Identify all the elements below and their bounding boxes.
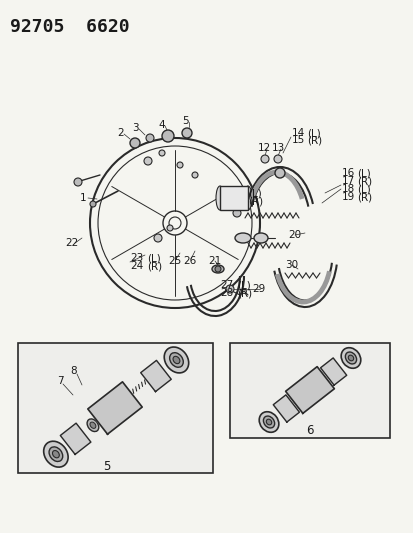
Bar xyxy=(219,186,247,210)
Text: (R): (R) xyxy=(356,192,371,202)
Text: 1: 1 xyxy=(80,193,86,203)
Text: (L): (L) xyxy=(247,188,261,198)
Ellipse shape xyxy=(90,422,96,429)
Polygon shape xyxy=(320,358,346,385)
Text: (L): (L) xyxy=(356,184,370,194)
Text: 29: 29 xyxy=(252,284,265,294)
Circle shape xyxy=(154,234,161,242)
Circle shape xyxy=(74,178,82,186)
Circle shape xyxy=(274,168,284,178)
Text: (L): (L) xyxy=(236,280,250,290)
Ellipse shape xyxy=(235,233,250,243)
Circle shape xyxy=(177,162,183,168)
Ellipse shape xyxy=(43,441,68,467)
Ellipse shape xyxy=(211,265,223,273)
Circle shape xyxy=(192,172,197,178)
Ellipse shape xyxy=(97,411,109,424)
Polygon shape xyxy=(140,360,171,392)
Circle shape xyxy=(166,225,173,231)
Polygon shape xyxy=(60,423,90,455)
Text: 16: 16 xyxy=(341,168,354,178)
Text: 5: 5 xyxy=(103,459,110,472)
Circle shape xyxy=(260,155,268,163)
Text: (R): (R) xyxy=(236,288,252,298)
Text: 23: 23 xyxy=(130,253,143,263)
Text: 22: 22 xyxy=(65,238,78,248)
Text: (R): (R) xyxy=(247,196,263,206)
Text: 24: 24 xyxy=(130,261,143,271)
Circle shape xyxy=(159,150,165,156)
Text: 12: 12 xyxy=(257,143,271,153)
Text: 15: 15 xyxy=(291,135,304,145)
Text: (L): (L) xyxy=(356,168,370,178)
Circle shape xyxy=(225,285,233,293)
Ellipse shape xyxy=(87,419,99,432)
Text: 26: 26 xyxy=(183,256,196,266)
Ellipse shape xyxy=(243,186,252,210)
Text: (R): (R) xyxy=(147,261,162,271)
Ellipse shape xyxy=(263,416,274,428)
Ellipse shape xyxy=(254,233,267,243)
Text: (L): (L) xyxy=(306,128,320,138)
Text: 3: 3 xyxy=(132,123,138,133)
Text: 30: 30 xyxy=(284,260,297,270)
Circle shape xyxy=(182,128,192,138)
Ellipse shape xyxy=(259,411,278,432)
Ellipse shape xyxy=(216,186,223,210)
Ellipse shape xyxy=(344,352,356,364)
Text: 21: 21 xyxy=(207,256,221,266)
Text: 92705  6620: 92705 6620 xyxy=(10,18,129,36)
Ellipse shape xyxy=(340,348,360,368)
Ellipse shape xyxy=(347,355,353,361)
Text: 7: 7 xyxy=(57,376,64,386)
Circle shape xyxy=(146,134,154,142)
Text: 17: 17 xyxy=(341,176,354,186)
Circle shape xyxy=(144,157,152,165)
Text: 9: 9 xyxy=(228,203,234,213)
Ellipse shape xyxy=(173,357,179,364)
Text: 14: 14 xyxy=(291,128,304,138)
Circle shape xyxy=(273,155,281,163)
Text: 28: 28 xyxy=(219,288,233,298)
Circle shape xyxy=(161,130,173,142)
Ellipse shape xyxy=(266,419,271,425)
Text: 20: 20 xyxy=(287,230,300,240)
Text: 11: 11 xyxy=(231,196,244,206)
Ellipse shape xyxy=(109,402,121,414)
Text: (L): (L) xyxy=(147,253,160,263)
Bar xyxy=(18,343,212,473)
Text: 4: 4 xyxy=(158,120,164,130)
Ellipse shape xyxy=(49,447,63,462)
Circle shape xyxy=(214,266,221,272)
Bar xyxy=(230,343,389,438)
Text: 18: 18 xyxy=(341,184,354,194)
Text: 27: 27 xyxy=(219,280,233,290)
Text: 13: 13 xyxy=(271,143,285,153)
Text: 10: 10 xyxy=(231,188,244,198)
Polygon shape xyxy=(285,367,334,414)
Text: 6: 6 xyxy=(306,424,313,438)
Text: (R): (R) xyxy=(356,176,371,186)
Text: 2: 2 xyxy=(117,128,123,138)
Polygon shape xyxy=(273,395,299,422)
Ellipse shape xyxy=(304,384,314,395)
Polygon shape xyxy=(88,382,142,434)
Circle shape xyxy=(233,209,240,217)
Text: 25: 25 xyxy=(168,256,181,266)
Ellipse shape xyxy=(100,414,106,421)
Text: 8: 8 xyxy=(70,366,76,376)
Ellipse shape xyxy=(164,347,188,373)
Text: 5: 5 xyxy=(182,116,188,126)
Ellipse shape xyxy=(169,353,183,367)
Circle shape xyxy=(90,201,96,207)
Text: 19: 19 xyxy=(341,192,354,202)
Ellipse shape xyxy=(52,450,59,458)
Circle shape xyxy=(130,138,140,148)
Text: (R): (R) xyxy=(306,135,321,145)
